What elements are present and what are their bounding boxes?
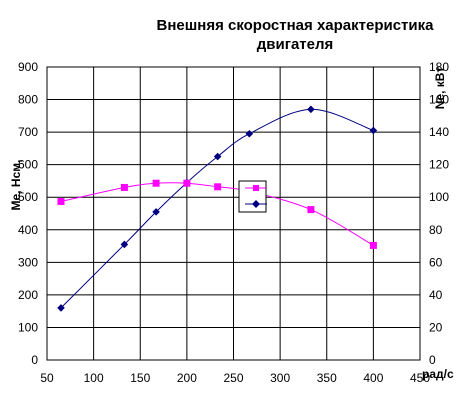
data-point-power (369, 126, 378, 135)
data-point-torque (183, 179, 191, 187)
data-point-torque (307, 206, 315, 214)
x-tick-label: 450 (410, 371, 430, 385)
y-right-tick-label: 140 (429, 125, 449, 139)
data-point-torque (57, 197, 65, 205)
y-right-tick-label: 80 (429, 223, 443, 237)
data-point-power (57, 304, 65, 312)
x-tick-label: 400 (363, 371, 383, 385)
data-point-torque (120, 183, 128, 191)
y-left-tick-label: 600 (18, 158, 38, 172)
series-layer (57, 105, 378, 312)
y-right-tick-label: 180 (429, 60, 449, 74)
y-left-tick-label: 300 (18, 255, 38, 269)
y-right-tick-label: 40 (429, 288, 443, 302)
y-left-tick-label: 200 (18, 288, 38, 302)
legend-box (238, 180, 267, 213)
x-tick-label: 100 (84, 371, 104, 385)
y-left-tick-label: 900 (18, 60, 38, 74)
data-point-power (152, 208, 160, 216)
data-point-power (120, 240, 129, 249)
y-left-tick-label: 400 (18, 223, 38, 237)
y-right-axis-label: Ne, кВт (433, 67, 447, 110)
legend-marker-torque (253, 185, 259, 191)
data-point-power (213, 152, 222, 161)
x-tick-label: 150 (130, 371, 150, 385)
y-left-tick-label: 700 (18, 125, 38, 139)
x-tick-label: 200 (177, 371, 197, 385)
y-right-tick-label: 60 (429, 255, 443, 269)
y-right-tick-label: 100 (429, 190, 449, 204)
tick-labels: 50 100 150 200 250 300 350 400 45001002003004005… (18, 60, 449, 385)
data-point-torque (369, 241, 377, 249)
y-right-tick-label: 160 (429, 93, 449, 107)
y-right-tick-label: 120 (429, 158, 449, 172)
y-left-tick-label: 0 (31, 353, 38, 367)
y-right-tick-label: 20 (429, 320, 443, 334)
y-right-tick-label: 0 (429, 353, 436, 367)
x-tick-label: 250 (223, 371, 243, 385)
legend-marker-power (252, 200, 260, 208)
y-left-axis-label: Ме, Нсм, (9, 160, 23, 211)
y-left-tick-label: 500 (18, 190, 38, 204)
y-left-tick-label: 100 (18, 320, 38, 334)
legend (238, 180, 267, 213)
x-tick-label: 350 (317, 371, 337, 385)
x-axis-label: рад/с (422, 367, 454, 381)
data-point-power (245, 129, 254, 138)
grid (47, 67, 420, 360)
x-tick-label: 300 (270, 371, 290, 385)
data-point-torque (214, 183, 222, 191)
x-tick-label: 50 (40, 371, 54, 385)
data-point-torque (152, 179, 160, 187)
chart-title-line1: Внешняя скоростная характеристика (157, 17, 435, 34)
data-point-power (307, 105, 315, 114)
chart-title-line2: двигателя (257, 36, 334, 53)
y-left-tick-label: 800 (18, 93, 38, 107)
